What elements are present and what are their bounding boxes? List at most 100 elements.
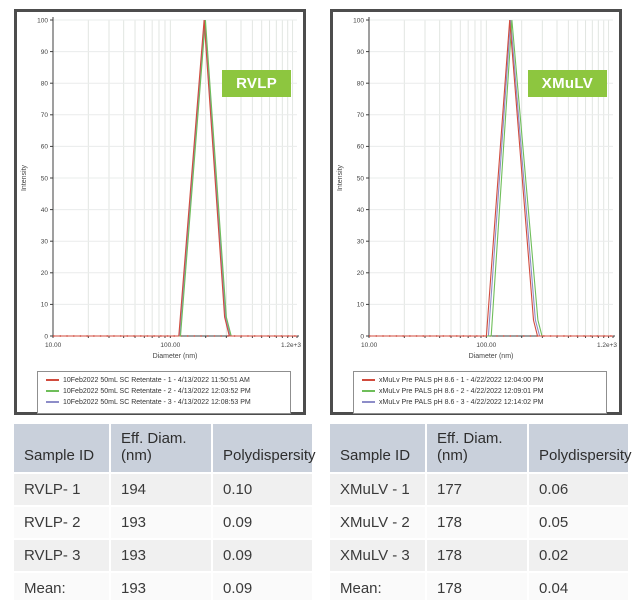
- table-cell: XMuLV - 2: [330, 506, 427, 540]
- column-header: Eff. Diam. (nm): [110, 424, 213, 474]
- svg-text:80: 80: [357, 81, 365, 88]
- table-cell: 0.09: [212, 572, 312, 600]
- table-cell: 193: [110, 506, 213, 540]
- legend-series-marker: [46, 389, 59, 392]
- legend-item: 10Feb2022 50mL SC Retentate - 3 - 4/13/2…: [46, 398, 282, 409]
- svg-text:1.2e+3: 1.2e+3: [597, 342, 617, 349]
- svg-text:0: 0: [360, 333, 364, 340]
- table-cell: XMuLV - 1: [330, 473, 427, 507]
- legend-series-marker: [362, 379, 375, 381]
- legend-item: 10Feb2022 50mL SC Retentate - 1 - 4/13/2…: [46, 376, 282, 387]
- legend-series-label: xMuLv Pre PALS pH 8.6 - 2 - 4/22/2022 12…: [379, 387, 544, 395]
- table-cell: RVLP- 2: [14, 506, 111, 540]
- svg-text:70: 70: [357, 112, 365, 119]
- legend-item: xMuLv Pre PALS pH 8.6 - 3 - 4/22/2022 12…: [362, 398, 598, 409]
- table-cell: 193: [110, 539, 213, 573]
- table-cell: 178: [426, 572, 529, 600]
- table-header-row: Sample ID Eff. Diam. (nm) Polydispersity: [330, 424, 632, 474]
- legend-series-marker: [362, 400, 375, 403]
- svg-text:70: 70: [41, 112, 49, 119]
- svg-text:10.00: 10.00: [45, 342, 62, 349]
- svg-text:60: 60: [41, 144, 49, 151]
- table-cell: Mean:: [14, 572, 111, 600]
- legend-item: 10Feb2022 50mL SC Retentate - 2 - 4/13/2…: [46, 387, 282, 398]
- table-cell: Mean:: [330, 572, 427, 600]
- rvlp-badge: RVLP: [222, 70, 291, 97]
- svg-text:Diameter (nm): Diameter (nm): [469, 353, 514, 360]
- svg-text:100.00: 100.00: [160, 342, 180, 349]
- table-row: XMuLV - 1 177 0.06: [330, 473, 628, 507]
- table-cell: 177: [426, 473, 529, 507]
- table-row: Mean: 193 0.09: [14, 572, 312, 600]
- table-cell: RVLP- 1: [14, 473, 111, 507]
- svg-text:30: 30: [41, 239, 49, 246]
- legend-series-marker: [362, 389, 375, 392]
- svg-text:60: 60: [357, 144, 365, 151]
- svg-text:0: 0: [44, 333, 48, 340]
- svg-text:1.2e+3: 1.2e+3: [281, 342, 301, 349]
- table-row: RVLP- 3 193 0.09: [14, 539, 312, 573]
- table-cell: 0.05: [528, 506, 628, 540]
- column-header: Polydispersity: [212, 424, 316, 474]
- column-header: Sample ID: [14, 424, 111, 474]
- legend-series-marker: [46, 400, 59, 403]
- table-row: XMuLV - 3 178 0.02: [330, 539, 628, 573]
- column-header: Polydispersity: [528, 424, 632, 474]
- svg-text:80: 80: [41, 81, 49, 88]
- legend-series-label: 10Feb2022 50mL SC Retentate - 2 - 4/13/2…: [63, 387, 251, 395]
- rvlp-legend: 10Feb2022 50mL SC Retentate - 1 - 4/13/2…: [37, 371, 291, 414]
- legend-series-label: xMuLv Pre PALS pH 8.6 - 3 - 4/22/2022 12…: [379, 398, 544, 406]
- table-header-row: Sample ID Eff. Diam. (nm) Polydispersity: [14, 424, 316, 474]
- table-cell: 0.09: [212, 506, 312, 540]
- table-cell: XMuLV - 3: [330, 539, 427, 573]
- legend-series-label: 10Feb2022 50mL SC Retentate - 3 - 4/13/2…: [63, 398, 251, 406]
- svg-text:20: 20: [357, 270, 365, 277]
- table-cell: 0.09: [212, 539, 312, 573]
- rvlp-chart-panel: 0 10 20 30 40 50 60 70 80 90 100 10.00 100.00 1.2e+3 D…: [14, 9, 306, 415]
- xmulv-badge: XMuLV: [527, 70, 607, 97]
- svg-text:Intensity: Intensity: [21, 164, 28, 191]
- table-row: XMuLV - 2 178 0.05: [330, 506, 628, 540]
- xmulv-chart-panel: 0 10 20 30 40 50 60 70 80 90 100 10.00 100.00 1.2e+3 D…: [330, 9, 622, 415]
- table-cell: 194: [110, 473, 213, 507]
- legend-series-label: xMuLv Pre PALS pH 8.6 - 1 - 4/22/2022 12…: [379, 377, 544, 384]
- svg-text:Diameter (nm): Diameter (nm): [153, 353, 198, 360]
- table-cell: 0.04: [528, 572, 628, 600]
- svg-text:30: 30: [357, 239, 365, 246]
- table-row: RVLP- 2 193 0.09: [14, 506, 312, 540]
- table-cell: 178: [426, 539, 529, 573]
- legend-item: xMuLv Pre PALS pH 8.6 - 2 - 4/22/2022 12…: [362, 387, 598, 398]
- xmulv-chart-canvas: 0 10 20 30 40 50 60 70 80 90 100 10.00 100.00 1.2e+3 D…: [337, 17, 617, 360]
- table-cell: 0.06: [528, 473, 628, 507]
- table-cell: 193: [110, 572, 213, 600]
- xmulv-legend: xMuLv Pre PALS pH 8.6 - 1 - 4/22/2022 12…: [353, 371, 607, 414]
- svg-text:40: 40: [357, 207, 365, 214]
- svg-text:100: 100: [37, 17, 48, 24]
- table-cell: 0.10: [212, 473, 312, 507]
- table-cell: 0.02: [528, 539, 628, 573]
- svg-text:100: 100: [353, 17, 364, 24]
- svg-text:50: 50: [357, 175, 365, 182]
- legend-item: xMuLv Pre PALS pH 8.6 - 1 - 4/22/2022 12…: [362, 376, 598, 387]
- table-row: Mean: 178 0.04: [330, 572, 628, 600]
- svg-text:50: 50: [41, 175, 49, 182]
- svg-text:10.00: 10.00: [361, 342, 378, 349]
- svg-text:20: 20: [41, 270, 49, 277]
- svg-text:90: 90: [41, 49, 49, 56]
- column-header: Eff. Diam. (nm): [426, 424, 529, 474]
- svg-text:40: 40: [41, 207, 49, 214]
- table-cell: 178: [426, 506, 529, 540]
- svg-text:10: 10: [41, 302, 49, 309]
- xmulv-results-table: Sample ID Eff. Diam. (nm) Polydispersity XMu…: [330, 424, 632, 600]
- legend-series-label: 10Feb2022 50mL SC Retentate - 1 - 4/13/2…: [63, 377, 250, 384]
- svg-text:Intensity: Intensity: [337, 164, 344, 191]
- svg-text:10: 10: [357, 302, 365, 309]
- column-header: Sample ID: [330, 424, 427, 474]
- svg-text:100.00: 100.00: [476, 342, 496, 349]
- table-row: RVLP- 1 194 0.10: [14, 473, 312, 507]
- legend-series-marker: [46, 379, 59, 381]
- rvlp-chart-canvas: 0 10 20 30 40 50 60 70 80 90 100 10.00 100.00 1.2e+3 D…: [21, 17, 301, 360]
- svg-text:90: 90: [357, 49, 365, 56]
- table-cell: RVLP- 3: [14, 539, 111, 573]
